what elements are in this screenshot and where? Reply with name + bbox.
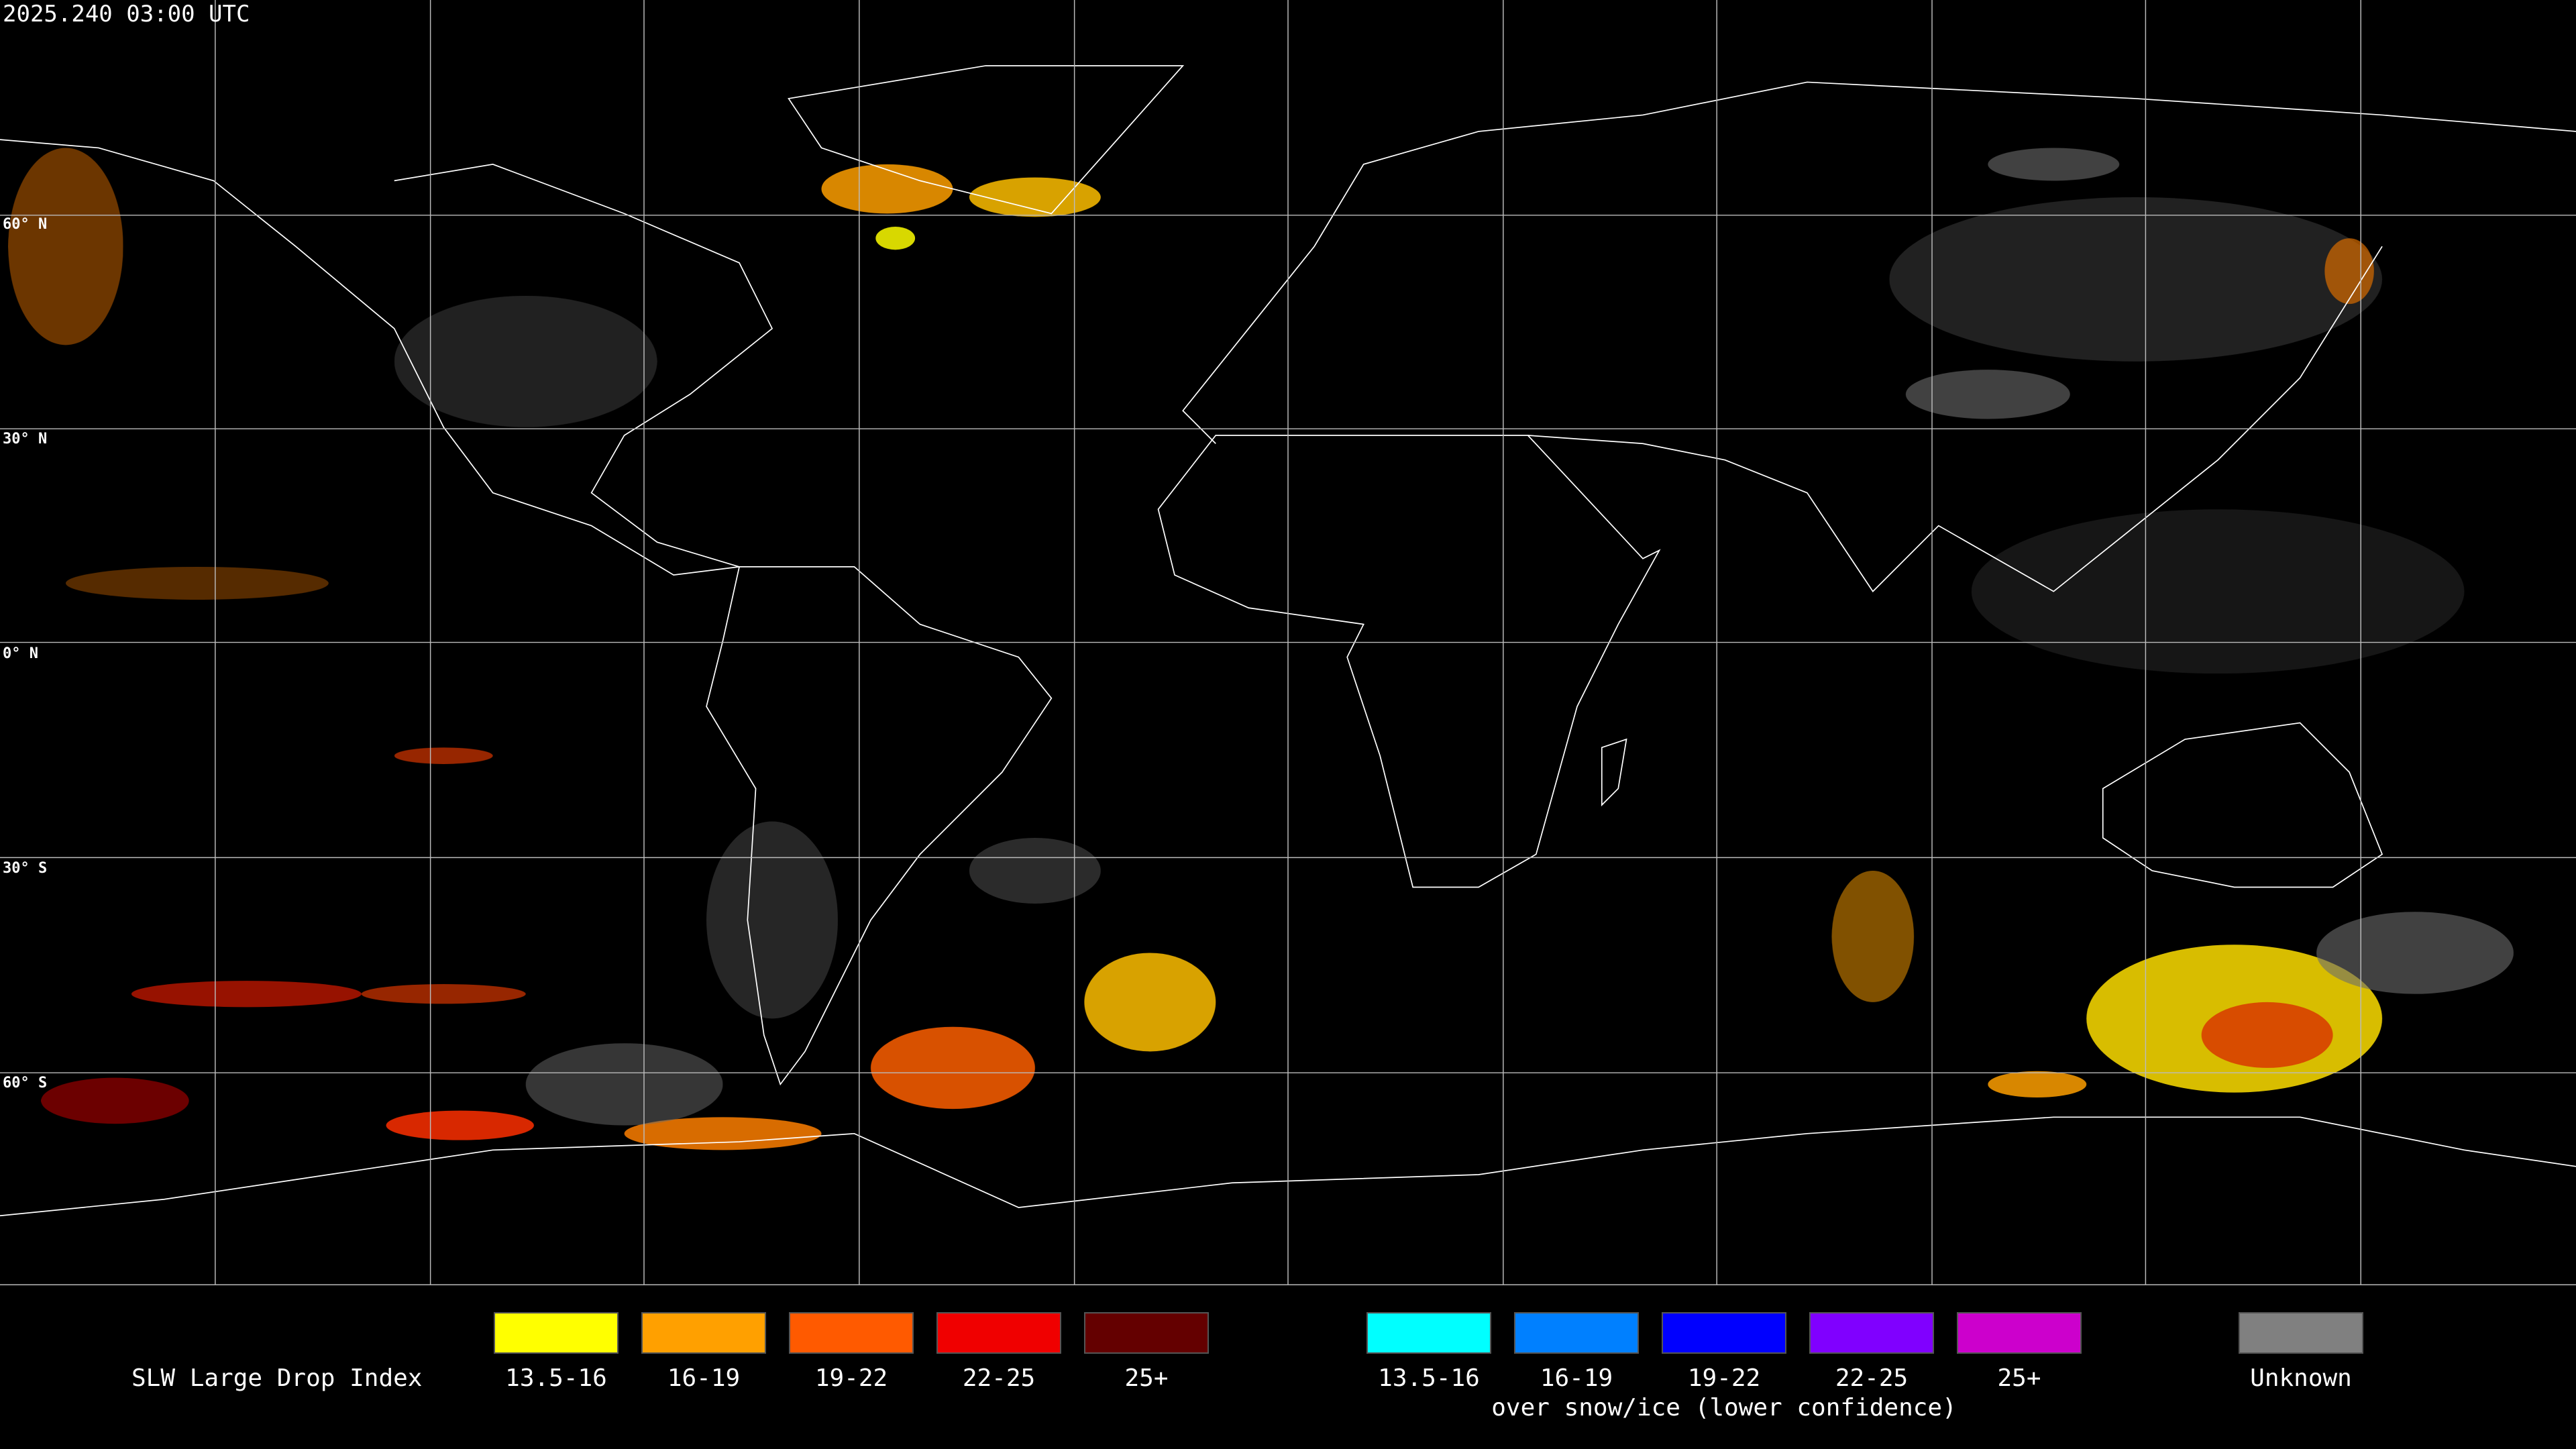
latitude-label: 0° N bbox=[3, 645, 38, 662]
legend-label: 19-22 bbox=[815, 1364, 888, 1392]
weather-regions bbox=[8, 148, 2514, 1150]
latitude-label: 60° S bbox=[3, 1075, 47, 1091]
legend-swatch bbox=[2239, 1312, 2363, 1354]
map bbox=[0, 0, 2576, 1285]
legend-swatch bbox=[641, 1312, 766, 1354]
legend-swatch bbox=[1957, 1312, 2082, 1354]
latitude-label: 60° N bbox=[3, 216, 47, 233]
legend-label: 13.5-16 bbox=[1378, 1364, 1480, 1392]
latitude-label: 30° N bbox=[3, 431, 47, 447]
legend-swatch bbox=[1662, 1312, 1786, 1354]
legend-label: 13.5-16 bbox=[505, 1364, 607, 1392]
legend-swatch bbox=[1809, 1312, 1934, 1354]
timestamp: 2025.240 03:00 UTC bbox=[3, 1, 250, 28]
legend-caption: over snow/ice (lower confidence) bbox=[1491, 1394, 1957, 1421]
coastlines bbox=[0, 65, 2576, 1217]
legend-swatch bbox=[1084, 1312, 1209, 1354]
legend-swatch bbox=[1514, 1312, 1639, 1354]
legend-label: 19-22 bbox=[1688, 1364, 1760, 1392]
graticule bbox=[0, 0, 2576, 1285]
legend-label: 22-25 bbox=[963, 1364, 1035, 1392]
legend-label: Unknown bbox=[2250, 1364, 2352, 1392]
legend-swatch bbox=[1366, 1312, 1491, 1354]
legend-title: SLW Large Drop Index bbox=[131, 1364, 422, 1392]
latitude-label: 30° S bbox=[3, 860, 47, 877]
legend: 13.5-16 16-19 19-22 22-25 25+ 13.5-16 16-19 19-… bbox=[494, 1312, 2363, 1421]
legend-label: 25+ bbox=[1124, 1364, 1168, 1392]
legend-label: 16-19 bbox=[1540, 1364, 1613, 1392]
legend-swatch bbox=[494, 1312, 619, 1354]
legend-label: 22-25 bbox=[1835, 1364, 1908, 1392]
legend-swatch bbox=[789, 1312, 914, 1354]
legend-label: 16-19 bbox=[667, 1364, 740, 1392]
latitude-labels: 60° N 30° N 0° N 30° S 60° S bbox=[3, 216, 47, 1091]
legend-swatch bbox=[936, 1312, 1061, 1354]
legend-label: 25+ bbox=[1997, 1364, 2041, 1392]
